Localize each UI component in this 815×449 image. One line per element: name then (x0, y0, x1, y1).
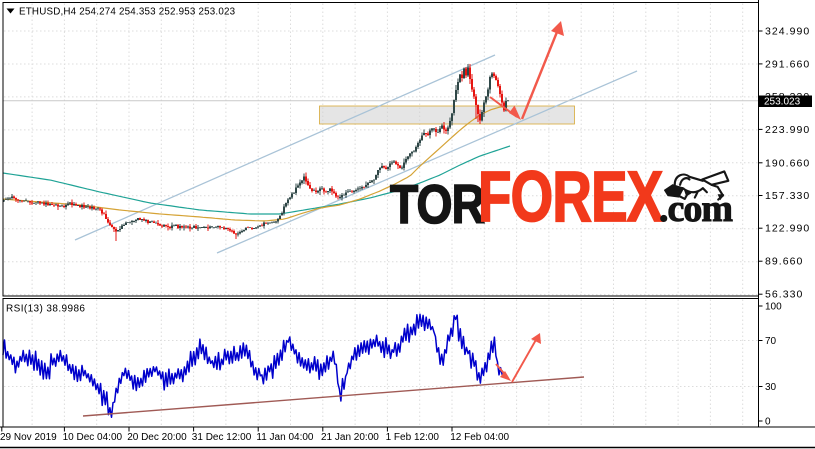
svg-text:12 Feb 04:00: 12 Feb 04:00 (450, 432, 509, 443)
svg-text:20 Dec 20:00: 20 Dec 20:00 (127, 432, 187, 443)
svg-text:ETHUSD,H4 254.274 254.353 252: ETHUSD,H4 254.274 254.353 252.953 253.02… (19, 7, 236, 18)
svg-text:70: 70 (765, 336, 777, 347)
svg-text:31 Dec 12:00: 31 Dec 12:00 (192, 432, 252, 443)
svg-text:157.330: 157.330 (765, 190, 810, 202)
svg-text:RSI(13) 38.9986: RSI(13) 38.9986 (6, 304, 85, 315)
svg-text:190.660: 190.660 (765, 157, 810, 169)
svg-text:324.990: 324.990 (765, 26, 810, 38)
svg-text:11 Jan 04:00: 11 Jan 04:00 (256, 432, 314, 443)
svg-text:89.660: 89.660 (765, 256, 803, 268)
svg-text:10 Dec 04:00: 10 Dec 04:00 (63, 432, 123, 443)
svg-text:0: 0 (765, 417, 771, 428)
svg-text:122.990: 122.990 (765, 223, 810, 235)
svg-text:1 Feb 12:00: 1 Feb 12:00 (386, 432, 440, 443)
svg-text:21 Jan 20:00: 21 Jan 20:00 (321, 432, 379, 443)
svg-text:253.023: 253.023 (764, 97, 801, 108)
svg-text:30: 30 (765, 382, 777, 393)
svg-text:56.330: 56.330 (765, 289, 803, 301)
svg-text:100: 100 (765, 302, 782, 313)
svg-text:291.660: 291.660 (765, 58, 810, 70)
svg-text:29 Nov 2019: 29 Nov 2019 (0, 432, 57, 443)
svg-text:223.990: 223.990 (765, 124, 810, 136)
